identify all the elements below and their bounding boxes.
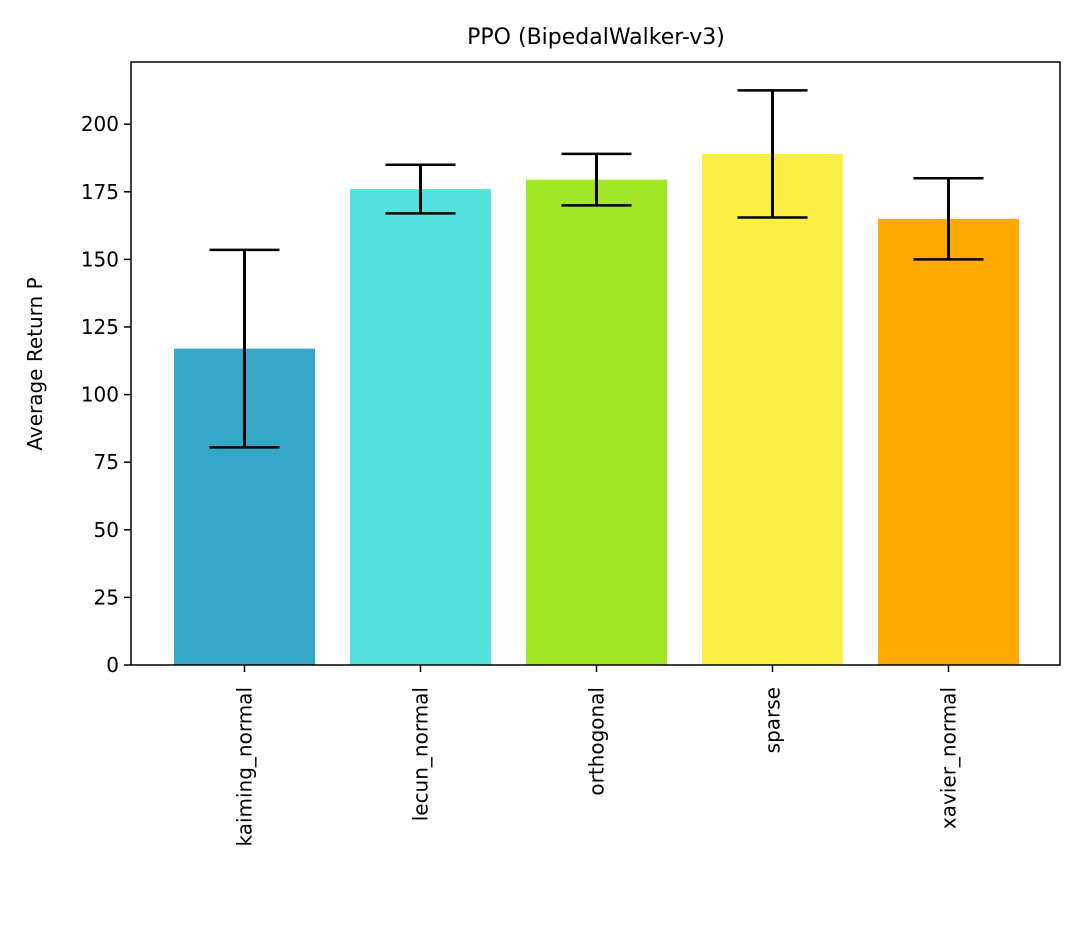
bar-xavier_normal (878, 218, 1019, 665)
bar-orthogonal (526, 179, 667, 666)
y-tick-label-125: 125 (81, 315, 119, 339)
y-tick-label-50: 50 (94, 518, 119, 542)
bar-lecun_normal (350, 189, 491, 665)
plot-frame (130, 61, 1061, 666)
x-tick-label-lecun_normal: lecun_normal (409, 687, 433, 821)
x-tick-label-xavier_normal: xavier_normal (937, 687, 961, 829)
y-axis-label: Average Return P (23, 277, 47, 450)
x-tick-label-sparse: sparse (761, 687, 785, 753)
y-tick-label-100: 100 (81, 383, 119, 407)
y-tick-label-25: 25 (94, 585, 119, 609)
bar-sparse (702, 153, 843, 665)
x-tick-label-kaiming_normal: kaiming_normal (233, 687, 257, 847)
plot-area: kaiming_normal lecun_normal orthogonal spar… (81, 61, 1061, 847)
y-tick-label-75: 75 (94, 450, 119, 474)
x-tick-label-orthogonal: orthogonal (585, 687, 609, 796)
y-tick-label-150: 150 (81, 247, 119, 271)
chart-title: PPO (BipedalWalker-v3) (467, 25, 725, 50)
y-tick-label-0: 0 (106, 653, 119, 677)
y-tick-label-175: 175 (81, 180, 119, 204)
y-tick-label-200: 200 (81, 112, 119, 136)
